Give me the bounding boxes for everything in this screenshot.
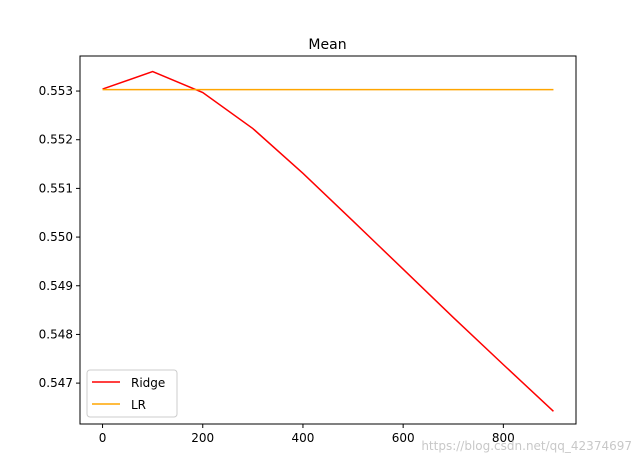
plot-area-frame (79, 55, 577, 425)
y-tick-label: 0.551 (39, 181, 73, 195)
y-tick-label: 0.547 (39, 376, 73, 390)
y-tick-label: 0.552 (39, 133, 73, 147)
x-tick-label: 800 (492, 431, 515, 445)
y-tick-label: 0.548 (39, 327, 73, 341)
x-tick-label: 600 (392, 431, 415, 445)
series-line-ridge (102, 70, 554, 412)
watermark: https://blog.csdn.net/qq_42374697 (421, 439, 632, 453)
x-axis: 0 200 400 600 800 (99, 424, 515, 445)
chart-title: Mean (308, 37, 346, 53)
x-tick-label: 200 (191, 431, 214, 445)
legend: Ridge LR (86, 369, 178, 418)
y-tick-label: 0.549 (39, 279, 73, 293)
series-layer (102, 70, 554, 412)
y-axis: 0.547 0.548 0.549 0.550 0.551 0.552 0.553 (39, 84, 80, 390)
legend-label-lr: LR (131, 398, 146, 412)
x-tick-label: 400 (291, 431, 314, 445)
y-tick-label: 0.550 (39, 230, 73, 244)
legend-label-ridge: Ridge (131, 376, 165, 390)
y-tick-label: 0.553 (39, 84, 73, 98)
x-tick-label: 0 (99, 431, 107, 445)
